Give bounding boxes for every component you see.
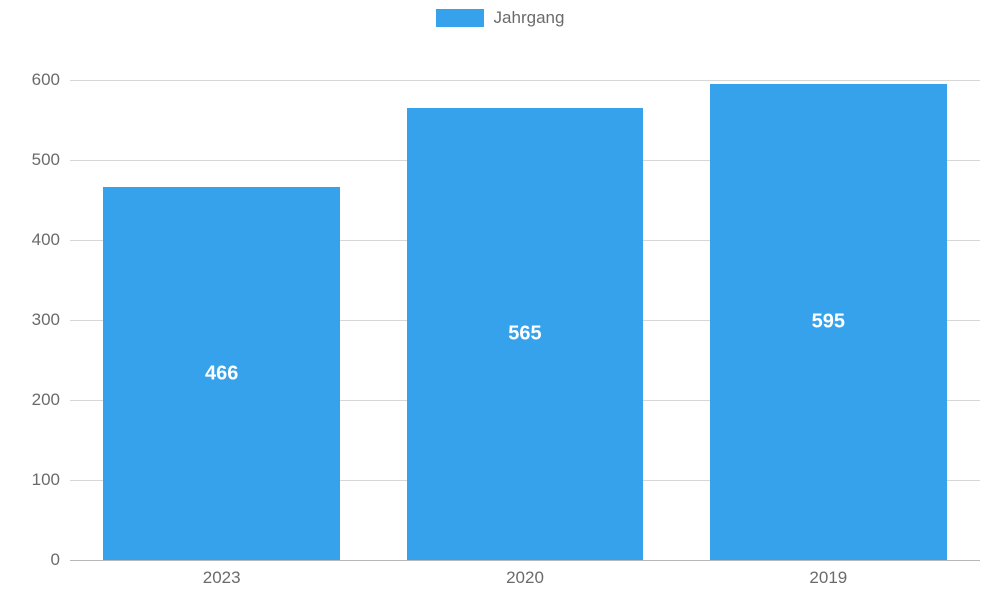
plot-area: 466 565 595 <box>70 40 980 560</box>
gridline <box>70 80 980 81</box>
chart-legend: Jahrgang <box>0 8 1000 28</box>
y-tick-label: 200 <box>10 390 60 410</box>
bar: 466 <box>103 187 340 560</box>
gridline <box>70 560 980 561</box>
bar: 565 <box>407 108 644 560</box>
y-tick-label: 600 <box>10 70 60 90</box>
bar-value-label: 595 <box>710 311 947 334</box>
x-tick-label: 2023 <box>203 568 241 588</box>
legend-swatch <box>436 9 484 27</box>
legend-label: Jahrgang <box>494 8 565 28</box>
x-tick-label: 2020 <box>506 568 544 588</box>
y-tick-label: 400 <box>10 230 60 250</box>
y-tick-label: 300 <box>10 310 60 330</box>
bar: 595 <box>710 84 947 560</box>
bar-value-label: 466 <box>103 362 340 385</box>
x-tick-label: 2019 <box>809 568 847 588</box>
y-tick-label: 500 <box>10 150 60 170</box>
y-tick-label: 100 <box>10 470 60 490</box>
y-tick-label: 0 <box>10 550 60 570</box>
bar-value-label: 565 <box>407 323 644 346</box>
